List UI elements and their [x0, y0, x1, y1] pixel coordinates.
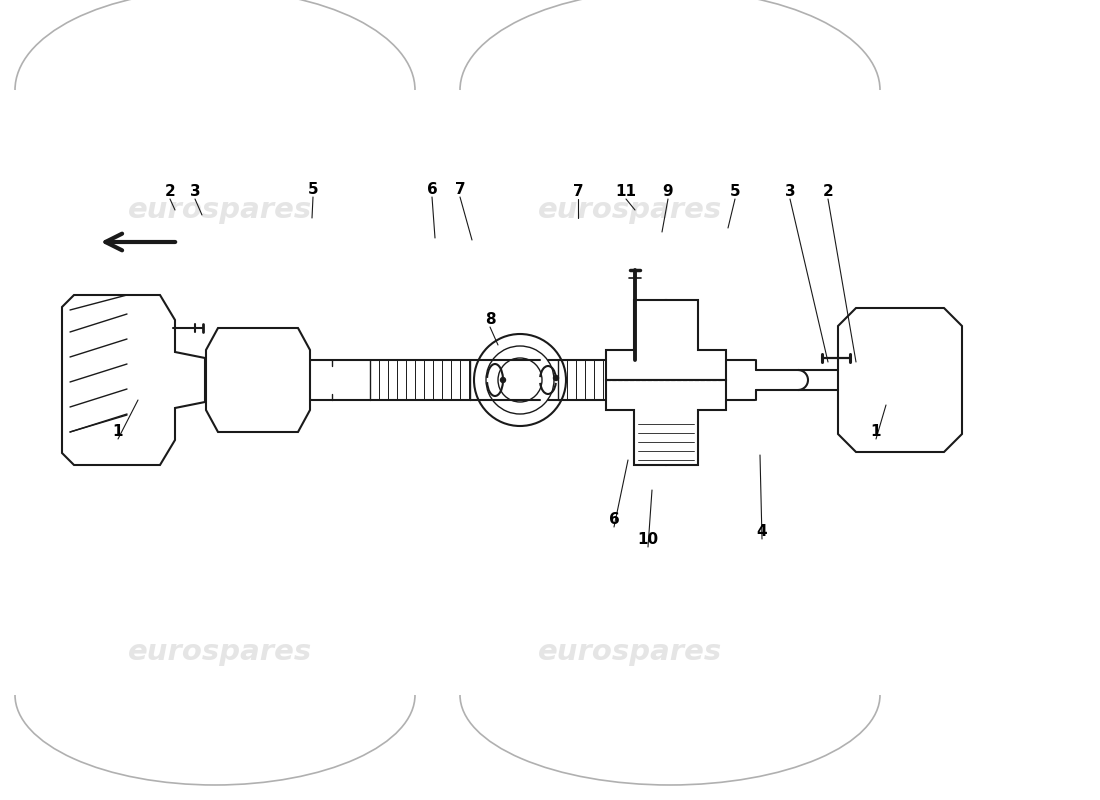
Text: 6: 6 — [427, 182, 438, 198]
Text: 5: 5 — [308, 182, 318, 198]
Polygon shape — [606, 380, 726, 465]
Polygon shape — [838, 308, 962, 452]
Text: 2: 2 — [823, 185, 834, 199]
Text: 10: 10 — [637, 533, 659, 547]
Text: 1: 1 — [871, 425, 881, 439]
Text: 2: 2 — [165, 185, 175, 199]
Circle shape — [500, 378, 506, 382]
Text: 4: 4 — [757, 525, 768, 539]
Polygon shape — [206, 328, 310, 432]
Text: eurospares: eurospares — [128, 196, 312, 224]
Text: 3: 3 — [189, 185, 200, 199]
Text: 5: 5 — [729, 185, 740, 199]
Text: 9: 9 — [662, 185, 673, 199]
Text: 3: 3 — [784, 185, 795, 199]
Text: 1: 1 — [112, 425, 123, 439]
Polygon shape — [62, 295, 205, 465]
Circle shape — [553, 375, 559, 381]
Text: 11: 11 — [616, 185, 637, 199]
Text: 8: 8 — [485, 313, 495, 327]
Text: eurospares: eurospares — [538, 638, 722, 666]
Text: 6: 6 — [608, 513, 619, 527]
Text: eurospares: eurospares — [128, 638, 312, 666]
Polygon shape — [606, 300, 726, 380]
Text: 7: 7 — [454, 182, 465, 198]
Text: eurospares: eurospares — [538, 196, 722, 224]
Text: 7: 7 — [573, 185, 583, 199]
